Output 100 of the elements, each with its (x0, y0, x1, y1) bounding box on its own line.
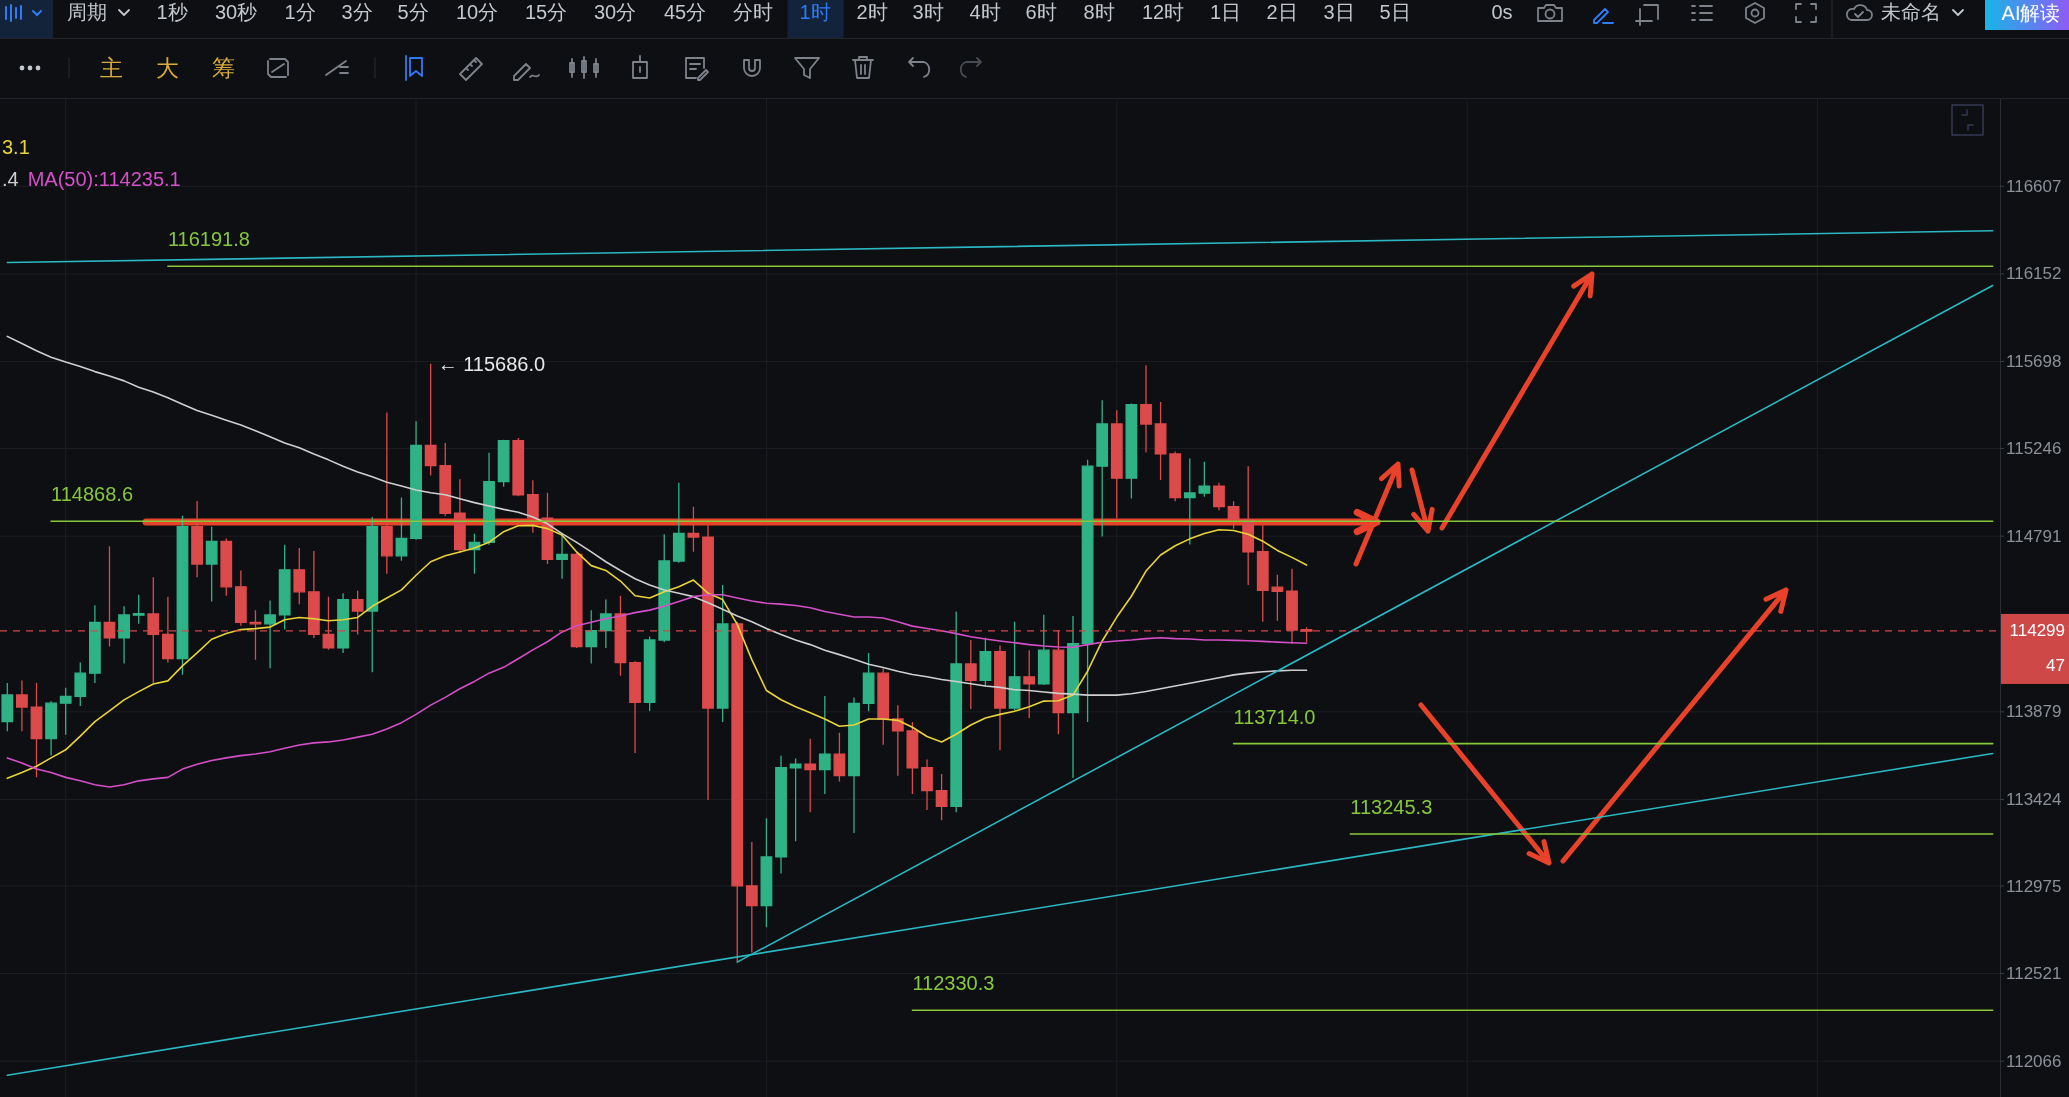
candlestick (672, 482, 685, 564)
toolbar-label: 8时 (1083, 1, 1115, 23)
toolbar-label: 5分 (397, 1, 429, 23)
candlestick (1227, 500, 1240, 530)
candlestick (775, 755, 787, 875)
toolbar-label: 15分 (524, 1, 568, 23)
legend: 3.1 .4 MA(50):114235.1 (2, 136, 181, 190)
candlestick (1198, 461, 1211, 498)
line-series (6, 335, 1308, 696)
candlestick (88, 604, 101, 684)
candlestick (731, 621, 744, 963)
candlestick (1154, 401, 1167, 481)
candlestick (278, 544, 291, 631)
candlestick (132, 594, 145, 625)
toolbar-label: 筹 (211, 55, 235, 81)
candlestick (205, 526, 218, 603)
candlestick (745, 841, 758, 954)
candlestick (570, 551, 583, 649)
toolbar-label: 6时 (1025, 1, 1057, 23)
candlestick (234, 569, 247, 627)
candlestick (556, 533, 568, 580)
candlestick (1067, 615, 1079, 779)
candlestick (307, 550, 320, 639)
y-tick-label: 112521 (2006, 964, 2062, 983)
candlestick (264, 599, 276, 669)
candlestick (1169, 450, 1182, 502)
y-tick-label: 113879 (2006, 702, 2062, 722)
candlestick (351, 590, 364, 636)
candlestick (1037, 614, 1050, 686)
price-countdown-label: 47 (2046, 656, 2065, 676)
candlestick (994, 644, 1006, 751)
toolbar-label: 3分 (341, 1, 373, 23)
candlestick (322, 596, 335, 651)
toolbar-label: 3日 (1323, 1, 1355, 23)
candlestick (862, 652, 875, 712)
toolbar-label: 0s (1491, 1, 1513, 23)
candlestick (833, 732, 846, 783)
candlestick (906, 721, 919, 795)
data-label: 114868.6 (51, 483, 134, 506)
candlestick (1125, 402, 1138, 500)
toolbar-label: 大 (155, 55, 179, 81)
candlestick (191, 500, 203, 578)
candlestick (1286, 568, 1298, 645)
candlestick (512, 437, 525, 497)
toolbar-label: 12时 (1141, 1, 1185, 23)
y-tick-label: 115246 (2006, 438, 2062, 458)
toolbar-label: 10分 (455, 1, 499, 23)
candlestick (161, 596, 174, 664)
candlestick (1183, 457, 1196, 546)
toolbar-label: 2时 (856, 1, 888, 23)
candlestick (453, 478, 466, 554)
candlestick (818, 695, 831, 795)
candlestick (74, 661, 87, 707)
candlestick (526, 479, 539, 534)
candlestick (15, 679, 28, 732)
candlestick (658, 533, 671, 643)
candlestick (789, 757, 802, 842)
toolbar-label: 1分 (284, 1, 316, 23)
candlestick (687, 506, 700, 553)
toolbar-label: 30分 (593, 1, 637, 23)
toolbar-label: 未命名 (1881, 1, 1941, 23)
candlestick (1, 682, 14, 732)
candlestick (483, 452, 495, 546)
candlestick (1096, 399, 1109, 538)
candlestick (614, 595, 627, 677)
candlestick (1023, 649, 1036, 719)
candlestick (921, 758, 933, 811)
toolbar-label: 4时 (969, 1, 1001, 23)
candlestick (59, 687, 72, 736)
note-label: ← 115686.0 (437, 352, 546, 375)
candlestick (877, 667, 890, 746)
candlestick (599, 598, 612, 649)
candlestick (1110, 409, 1123, 519)
candlestick (45, 700, 57, 757)
candlestick (1052, 629, 1065, 735)
ref-line-label: 114299 (2009, 621, 2065, 641)
data-label: 116191.8 (167, 228, 250, 251)
candlestick (643, 635, 656, 712)
candlestick (1008, 621, 1021, 711)
y-tick-label: 112975 (2006, 876, 2062, 896)
candlestick (293, 547, 306, 606)
toolbar-label: 1秒 (156, 1, 188, 23)
y-tick-label: 112066 (2006, 1051, 2062, 1071)
candlestick (103, 545, 116, 648)
toolbar-label: 2日 (1266, 1, 1298, 23)
candlestick (629, 660, 641, 754)
y-tick-label: 115698 (2006, 351, 2062, 371)
candlestick (497, 438, 510, 488)
candlestick (804, 738, 817, 813)
candlestick (380, 411, 393, 575)
candlestick (950, 610, 963, 813)
candlestick (1213, 482, 1225, 511)
candlestick (366, 516, 379, 673)
candlestick (410, 420, 422, 541)
candlestick (760, 817, 773, 928)
candlestick (979, 637, 992, 688)
toolbar-label: 1时 (799, 1, 831, 23)
candlestick (1271, 574, 1284, 622)
toolbar-label: 5日 (1379, 1, 1411, 23)
toolbar-label: 1日 (1209, 1, 1242, 23)
